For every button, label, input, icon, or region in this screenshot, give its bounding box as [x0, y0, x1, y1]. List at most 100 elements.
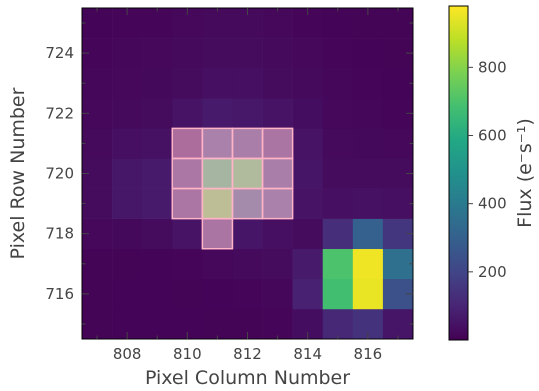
aperture-pixel — [231, 157, 264, 190]
heatmap-cell — [82, 128, 113, 159]
heatmap-cell — [112, 128, 143, 159]
heatmap-cell — [172, 278, 203, 310]
heatmap-cell — [292, 68, 324, 99]
heatmap-cell — [322, 188, 354, 219]
x-tick-label: 808 — [113, 345, 142, 363]
heatmap-cell — [232, 278, 263, 310]
heatmap-cell — [112, 158, 143, 189]
colorbar-label: Flux (e⁻s⁻¹) — [514, 118, 536, 228]
heatmap-cell — [112, 98, 143, 129]
aperture-pixel — [171, 187, 204, 220]
heatmap-cell — [292, 158, 324, 189]
heatmap-cell — [142, 308, 173, 340]
heatmap-cell — [322, 248, 354, 280]
heatmap-cell — [262, 248, 293, 280]
heatmap-cell — [322, 308, 354, 340]
x-axis-ticks: 808 810 812 814 816 — [96, 8, 399, 363]
heatmap-cell — [202, 308, 233, 340]
heatmap-cell — [352, 188, 384, 219]
y-tick-label: 716 — [45, 285, 74, 303]
heatmap-cell — [142, 8, 173, 39]
colorbar-tick-label: 400 — [478, 195, 507, 213]
heatmap-cell — [232, 248, 263, 280]
heatmap-cell — [292, 248, 324, 280]
heatmap-cell — [172, 248, 203, 280]
heatmap-cell — [172, 38, 203, 69]
heatmap-cell — [82, 308, 113, 340]
heatmap-cell — [142, 98, 173, 129]
heatmap-cell — [142, 38, 173, 69]
x-tick-label: 810 — [173, 345, 202, 363]
aperture-pixel — [261, 127, 294, 160]
heatmap-cell — [292, 98, 324, 129]
heatmap-cell — [352, 218, 384, 250]
heatmap-cell — [112, 218, 143, 250]
heatmap-cell — [382, 248, 414, 280]
heatmap-cell — [232, 98, 263, 129]
heatmap-cell — [82, 8, 113, 39]
aperture-pixel — [261, 187, 294, 220]
aperture-pixel — [201, 127, 234, 160]
heatmap-cell — [262, 38, 293, 69]
y-axis-label: Pixel Row Number — [7, 87, 29, 259]
heatmap-cell — [142, 158, 173, 189]
heatmap-cell — [142, 128, 173, 159]
heatmap-cell — [322, 8, 354, 39]
heatmap-cell — [292, 188, 324, 219]
heatmap-cell — [352, 278, 384, 310]
heatmap-cell — [112, 188, 143, 219]
heatmap-cell — [142, 278, 173, 310]
colorbar-tick-label: 800 — [478, 58, 507, 76]
heatmap-cell — [292, 38, 324, 69]
heatmap-cell — [142, 218, 173, 250]
heatmap-cell — [262, 218, 293, 250]
heatmap-cell — [382, 188, 414, 219]
aperture-pixel — [171, 157, 204, 190]
heatmap-cell — [82, 188, 113, 219]
heatmap-cell — [352, 248, 384, 280]
heatmap-cell — [352, 68, 384, 99]
heatmap-cell — [142, 68, 173, 99]
colorbar-tick-label: 200 — [478, 263, 507, 281]
heatmap-cell — [112, 248, 143, 280]
heatmap-cell — [232, 218, 263, 250]
y-tick-label: 724 — [45, 44, 74, 62]
heatmap-cell — [82, 68, 113, 99]
y-tick-label: 720 — [45, 165, 74, 183]
x-axis-label: Pixel Column Number — [145, 367, 350, 389]
heatmap-cell — [232, 38, 263, 69]
heatmap-cell — [202, 278, 233, 310]
heatmap-cell — [262, 98, 293, 129]
heatmap-cell — [202, 98, 233, 129]
heatmap-cell — [82, 248, 113, 280]
heatmap-cell — [382, 308, 414, 340]
heatmap-cell — [262, 68, 293, 99]
aperture-pixel — [231, 127, 264, 160]
heatmap-cell — [112, 68, 143, 99]
heatmap-cell — [322, 98, 354, 129]
heatmap-cell — [292, 278, 324, 310]
colorbar-tick-label: 600 — [478, 127, 507, 145]
heatmap-cell — [142, 248, 173, 280]
aperture-mask — [171, 127, 294, 250]
heatmap-cell — [112, 278, 143, 310]
y-axis-ticks: 716 718 720 722 724 — [45, 22, 413, 325]
heatmap-cell — [382, 68, 414, 99]
heatmap-cell — [322, 128, 354, 159]
aperture-pixel — [261, 157, 294, 190]
colorbar-ticks: 200 400 600 800 — [468, 58, 507, 281]
heatmap-cell — [382, 8, 414, 39]
heatmap-cell — [352, 38, 384, 69]
aperture-pixel — [201, 187, 234, 220]
y-tick-label: 718 — [45, 225, 74, 243]
aperture-pixel — [231, 187, 264, 220]
y-tick-label: 722 — [45, 104, 74, 122]
heatmap-cell — [352, 98, 384, 129]
heatmap-cell — [142, 188, 173, 219]
heatmap-cell — [262, 278, 293, 310]
heatmap-cell — [232, 68, 263, 99]
heatmap-cell — [202, 8, 233, 39]
heatmap-cell — [202, 68, 233, 99]
x-tick-label: 816 — [354, 345, 383, 363]
